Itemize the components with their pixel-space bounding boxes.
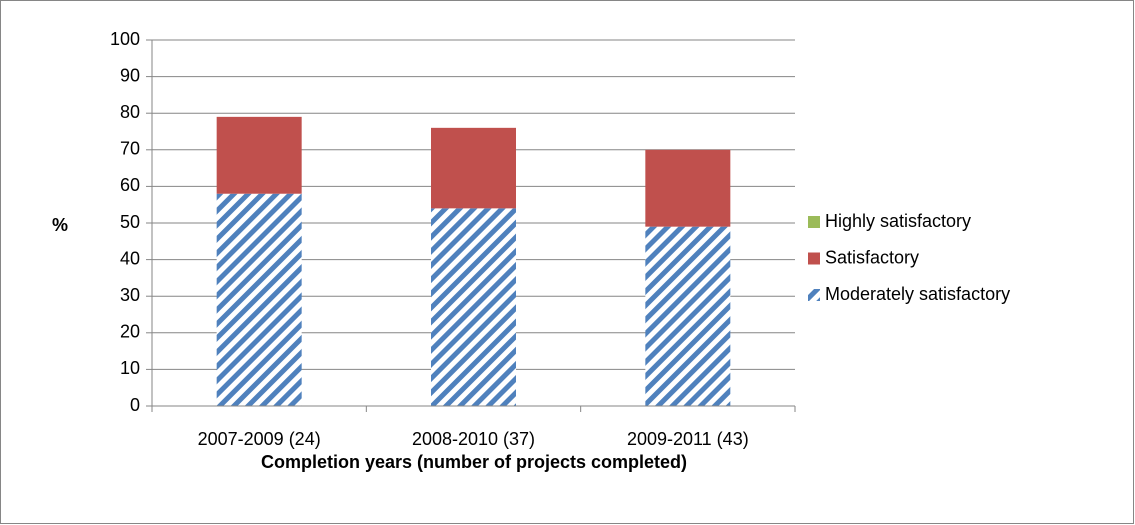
x-axis-label: Completion years (number of projects com…	[261, 452, 687, 472]
y-axis-label: %	[52, 215, 68, 235]
y-tick-label: 20	[120, 322, 140, 342]
y-tick-label: 100	[110, 29, 140, 49]
bar-segment	[645, 226, 731, 406]
bar-segment	[645, 149, 731, 227]
y-tick-label: 80	[120, 102, 140, 122]
x-tick-label: 2007-2009 (24)	[198, 429, 321, 449]
y-tick-label: 50	[120, 212, 140, 232]
legend-swatch	[808, 216, 820, 228]
y-tick-label: 70	[120, 139, 140, 159]
y-tick-label: 90	[120, 65, 140, 85]
y-tick-label: 0	[130, 395, 140, 415]
bar-segment	[216, 116, 302, 194]
legend-label: Highly satisfactory	[825, 211, 971, 231]
y-tick-label: 40	[120, 248, 140, 268]
legend-swatch	[808, 252, 820, 265]
bar-segment	[216, 193, 302, 406]
legend-swatch	[808, 289, 820, 301]
x-tick-label: 2009-2011 (43)	[627, 429, 749, 449]
legend-label: Moderately satisfactory	[825, 284, 1010, 304]
y-tick-label: 60	[120, 175, 140, 195]
bar-segment	[431, 127, 516, 209]
x-tick-label: 2008-2010 (37)	[412, 429, 535, 449]
bar-segment	[431, 208, 516, 406]
legend-label: Satisfactory	[825, 247, 919, 267]
y-tick-label: 30	[120, 285, 140, 305]
y-tick-label: 10	[120, 358, 140, 378]
